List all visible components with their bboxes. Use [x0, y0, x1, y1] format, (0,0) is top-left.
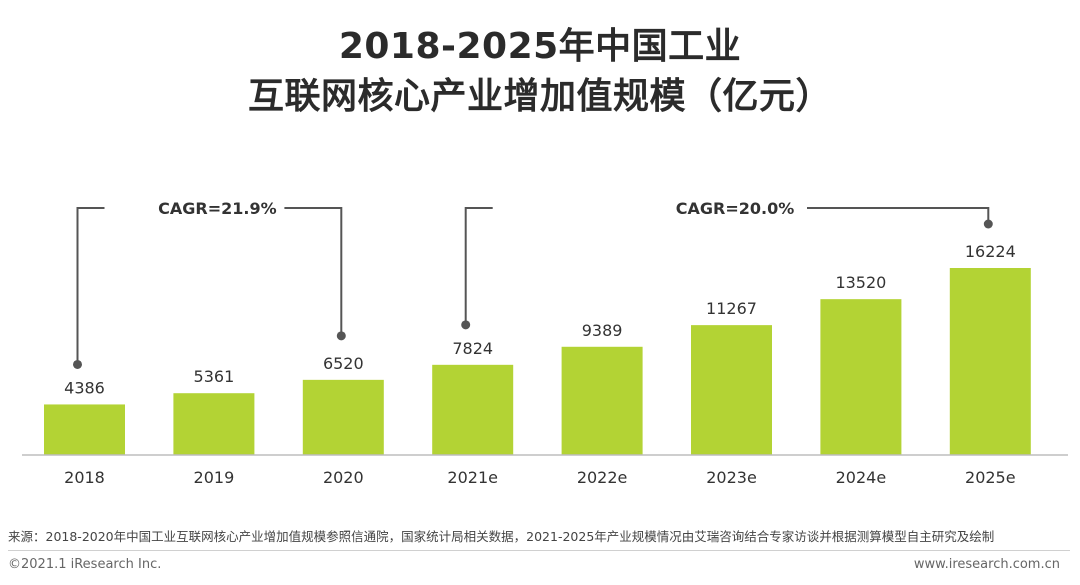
- bar-2022e: [561, 346, 643, 455]
- data-label-2020: 6520: [323, 354, 364, 373]
- bar-chart: 4386 2018 5361 2019 6520 2020 7824 2021e 9389 202…: [22, 199, 1068, 487]
- bar-2025e: [949, 268, 1031, 455]
- data-label-2024e: 13520: [835, 273, 886, 292]
- x-tick-2020: 2020: [323, 468, 364, 487]
- website-link[interactable]: www.iresearch.com.cn: [913, 557, 1060, 572]
- bar-2021e: [432, 364, 514, 455]
- bar-2023e: [691, 325, 772, 455]
- x-tick-2018: 2018: [64, 468, 105, 487]
- data-label-2021e: 7824: [452, 339, 493, 358]
- chart-title-line2: 互联网核心产业增加值规模（亿元）: [247, 76, 832, 117]
- cagr-label-2: CAGR=20.0%: [676, 199, 795, 218]
- copyright: ©2021.1 iResearch Inc.: [8, 557, 162, 572]
- footer-divider: [8, 550, 1070, 551]
- data-label-2023e: 11267: [706, 299, 757, 318]
- x-tick-2019: 2019: [194, 468, 235, 487]
- bar-2024e: [820, 299, 902, 455]
- cagr-marker-start-1: [73, 359, 82, 369]
- cagr-bracket-right-2: [807, 207, 990, 224]
- cagr-marker-start-2: [461, 320, 471, 330]
- bar-2020: [302, 379, 384, 455]
- x-tick-2021e: 2021e: [447, 468, 498, 487]
- chart-title: 2018-2025年中国工业 互联网核心产业增加值规模（亿元）: [0, 22, 1080, 122]
- x-tick-2024e: 2024e: [836, 468, 887, 487]
- bar-2019: [173, 393, 255, 455]
- data-label-2018: 4386: [64, 378, 105, 397]
- cagr-label-1: CAGR=21.9%: [158, 199, 277, 218]
- x-tick-2022e: 2022e: [577, 468, 628, 487]
- cagr-bracket-right-1: [284, 207, 343, 336]
- cagr-bracket-left-1: [76, 207, 105, 365]
- data-label-2025e: 16224: [965, 242, 1016, 261]
- cagr-marker-end-1: [336, 331, 346, 341]
- x-tick-2023e: 2023e: [706, 468, 757, 487]
- bar-2018: [44, 404, 125, 455]
- cagr-bracket-left-2: [464, 207, 493, 325]
- source-note: 来源：2018-2020年中国工业互联网核心产业增加值规模参照信通院，国家统计局…: [8, 529, 995, 544]
- chart-title-line1: 2018-2025年中国工业: [338, 26, 742, 67]
- data-label-2019: 5361: [194, 367, 235, 386]
- x-tick-2025e: 2025e: [965, 468, 1016, 487]
- cagr-marker-end-2: [983, 219, 993, 229]
- data-label-2022e: 9389: [582, 321, 623, 340]
